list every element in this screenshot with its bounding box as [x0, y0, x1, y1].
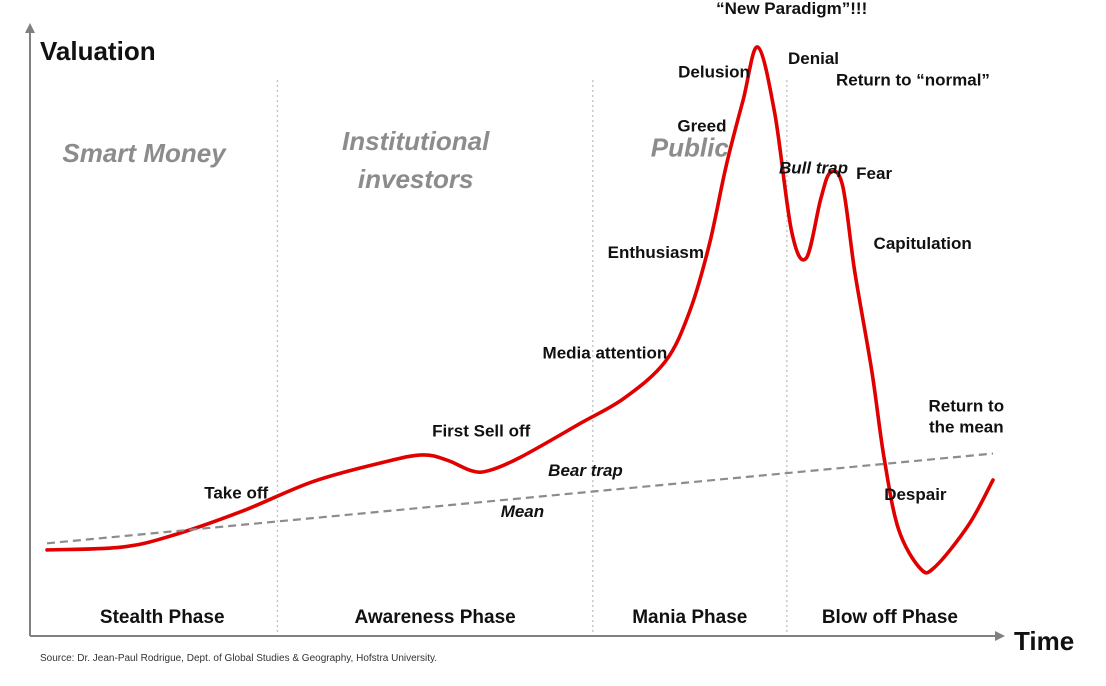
annotation-label: Mean: [501, 502, 544, 521]
group-label: Smart Money: [62, 138, 227, 168]
y-axis-title: Valuation: [40, 36, 156, 66]
phase-label: Stealth Phase: [100, 607, 225, 628]
investor-group-labels: Smart Money Institutional investors Public: [62, 126, 729, 194]
annotations: Take off First Sell off Bear trap Mean Media…: [204, 0, 1004, 521]
annotation-label: Delusion: [678, 62, 750, 81]
annotation-label: Greed: [677, 116, 726, 135]
annotation-label: Take off: [204, 483, 268, 502]
annotation-label: Media attention: [543, 344, 668, 363]
mean-line: [46, 452, 994, 545]
group-label: Institutional: [342, 126, 490, 156]
phase-dividers: [276, 80, 788, 632]
annotation-label: Denial: [788, 49, 839, 68]
annotation-label: the mean: [929, 417, 1004, 436]
annotation-label: “New Paradigm”!!!: [716, 0, 867, 18]
valuation-curve: [45, 45, 995, 575]
x-axis-title: Time: [1014, 626, 1074, 656]
annotation-label: Fear: [856, 164, 892, 183]
phase-label: Awareness Phase: [354, 607, 515, 628]
series-group: [45, 45, 995, 575]
annotation-label: Capitulation: [874, 234, 972, 253]
group-label: investors: [358, 164, 474, 194]
phase-label: Blow off Phase: [822, 607, 958, 628]
annotation-label: Bear trap: [548, 461, 623, 480]
phase-labels: Stealth Phase Awareness Phase Mania Phase B…: [100, 607, 958, 628]
annotation-label: Bull trap: [779, 159, 848, 178]
annotation-label: First Sell off: [432, 421, 531, 440]
annotation-label: Despair: [884, 485, 947, 504]
annotation-label: Return to: [929, 396, 1005, 415]
source-note: Source: Dr. Jean-Paul Rodrigue, Dept. of…: [40, 653, 437, 664]
annotation-label: Return to “normal”: [836, 70, 990, 89]
group-label: Public: [651, 133, 730, 163]
phase-label: Mania Phase: [632, 607, 747, 628]
annotation-label: Enthusiasm: [608, 243, 704, 262]
